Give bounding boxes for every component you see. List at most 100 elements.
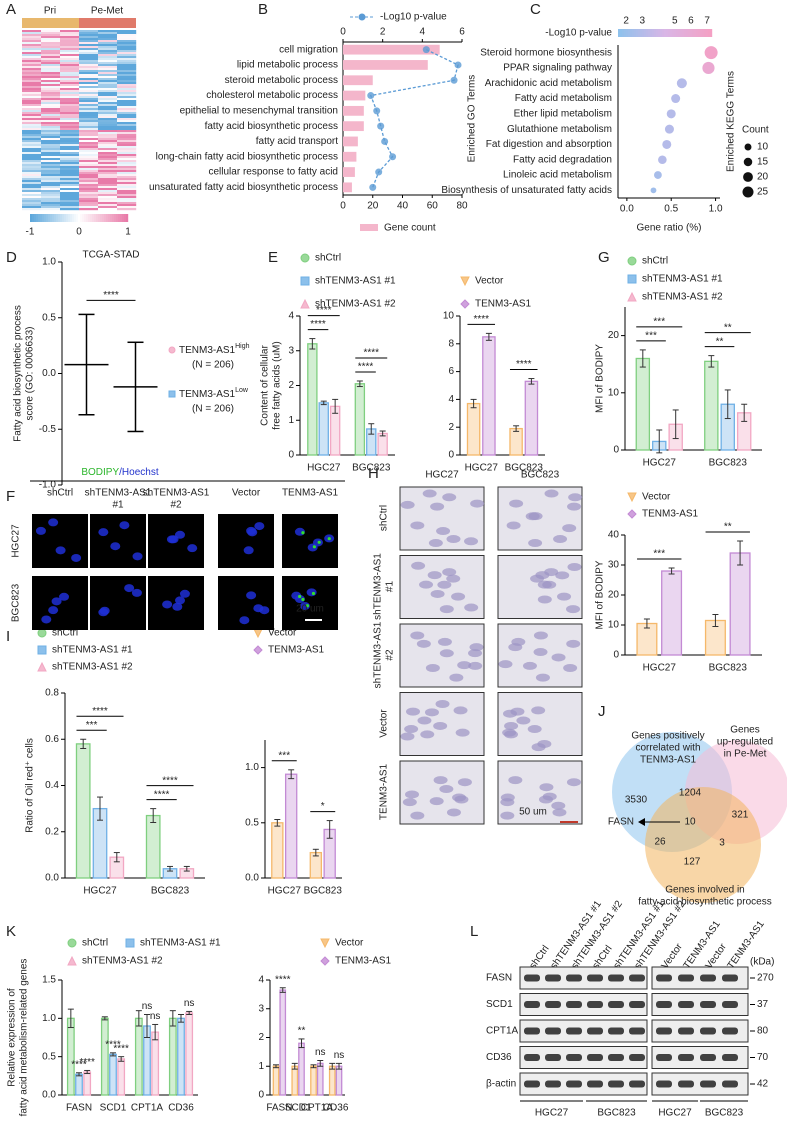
band (700, 1054, 716, 1061)
colorbar-cell (628, 29, 631, 37)
colorbar-cell (98, 214, 101, 222)
colorbar-cell (632, 29, 635, 37)
bubble (666, 109, 676, 119)
heatmap-cell (41, 44, 61, 47)
y-tick-label: 0.5 (42, 312, 56, 323)
nucleus (98, 528, 109, 537)
band (678, 1027, 694, 1035)
heatmap-cell (117, 86, 137, 89)
cell (442, 568, 457, 577)
heatmap-cell (41, 70, 61, 73)
y-tick-label: fatty acid transport (256, 136, 338, 147)
heatmap-cell (79, 98, 99, 101)
heatmap-cell (117, 116, 137, 119)
cell (402, 798, 417, 807)
colorbar-cell (120, 214, 123, 222)
kda-label: 37 (757, 999, 769, 1010)
heatmap-cell (60, 164, 80, 167)
band (545, 974, 561, 982)
band (678, 1001, 694, 1008)
heatmap-cell (60, 134, 80, 137)
heatmap-cell (79, 52, 99, 55)
set-label: up-regulated (717, 737, 773, 748)
heatmap-cell (22, 76, 42, 79)
heatmap-cell (117, 76, 137, 79)
colorbar-cell (668, 29, 671, 37)
heatmap-cell (117, 138, 137, 141)
heatmap-cell (41, 84, 61, 87)
heatmap-cell (22, 202, 42, 205)
heatmap-cell (117, 188, 137, 191)
y-tick-label: Ether lipid metabolism (514, 108, 612, 119)
lipid-droplet (298, 594, 302, 599)
cell (453, 706, 468, 715)
bar (298, 1042, 305, 1096)
heatmap-cell (22, 120, 42, 123)
colorbar-cell (690, 29, 693, 37)
heatmap-cell (117, 108, 137, 111)
heatmap-cell (79, 88, 99, 91)
x-tick-label: CD36 (323, 1103, 349, 1114)
blot-strip (519, 993, 648, 1016)
heatmap-cell (22, 178, 42, 181)
chart-title: TCGA-STAD (82, 250, 139, 261)
y-tick-label: 2 (288, 380, 294, 391)
colorbar-cell (652, 29, 655, 37)
cell (433, 776, 448, 785)
annotation: **** (310, 319, 326, 330)
panel-letter: E (268, 249, 278, 266)
heatmap-cell (60, 52, 80, 55)
bar (271, 822, 284, 879)
heatmap-cell (60, 96, 80, 99)
colorbar-cell (676, 29, 679, 37)
colorbar-cell (678, 29, 681, 37)
heatmap-cell (60, 172, 80, 175)
cell (533, 648, 548, 657)
colorbar-cell (672, 29, 675, 37)
heatmap-cell (98, 170, 118, 173)
heatmap-cell (79, 50, 99, 53)
heatmap-cell (79, 104, 99, 107)
colorbar-cell (116, 214, 119, 222)
heatmap-cell (22, 150, 42, 153)
set-label: correlated with (635, 743, 700, 754)
heatmap-cell (60, 152, 80, 155)
colorbar-cell (72, 214, 75, 222)
size-legend-label: 20 (757, 172, 769, 183)
y-tick-label: 3 (258, 1003, 264, 1014)
bar (83, 1071, 92, 1096)
heatmap-cell (22, 90, 42, 93)
heatmap-cell (41, 112, 61, 115)
legend-label: Vector (642, 492, 671, 503)
heatmap-cell (22, 40, 42, 43)
cell (500, 798, 515, 807)
colorbar-cell (54, 214, 57, 222)
y-axis-label: Enriched GO Terms (467, 75, 478, 163)
heatmap-cell (79, 134, 99, 137)
band (700, 1080, 716, 1088)
heatmap-cell (60, 188, 80, 191)
heatmap-cell (79, 80, 99, 83)
heatmap-cell (117, 144, 137, 147)
heatmap-cell (41, 200, 61, 203)
heatmap-cell (22, 116, 42, 119)
heatmap-cell (117, 192, 137, 195)
heatmap-cell (98, 80, 118, 83)
group-bar (22, 18, 79, 28)
cell (508, 776, 523, 785)
bubble (650, 187, 657, 194)
cell (568, 493, 583, 502)
heatmap-cell (98, 176, 118, 179)
heatmap-cell (22, 144, 42, 147)
bubble (662, 139, 672, 149)
heatmap-cell (22, 48, 42, 51)
heatmap-cell (98, 144, 118, 147)
heatmap-cell (22, 208, 42, 211)
heatmap-cell (98, 62, 118, 65)
bar (343, 90, 366, 101)
legend-marker (253, 645, 263, 655)
cell (537, 595, 552, 604)
band (656, 1080, 672, 1088)
heatmap-cell (41, 54, 61, 57)
heatmap-cell (98, 118, 118, 121)
